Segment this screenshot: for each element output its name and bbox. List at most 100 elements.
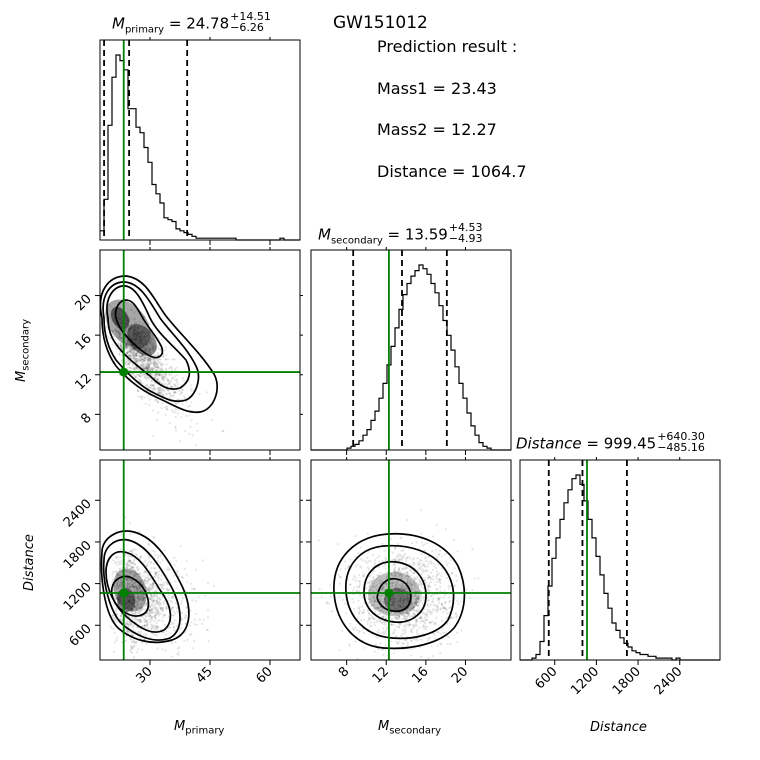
sample-point	[135, 333, 138, 336]
sample-point	[136, 352, 139, 356]
sample-point	[416, 605, 419, 608]
sample-point	[117, 594, 120, 597]
sample-point	[132, 364, 135, 367]
sample-point	[369, 574, 372, 577]
sample-point	[148, 360, 152, 363]
sample-point	[128, 559, 131, 563]
sample-point	[135, 617, 138, 620]
sample-point	[421, 611, 424, 615]
sample-point	[381, 586, 385, 589]
sample-point	[127, 621, 130, 624]
sample-point	[173, 378, 176, 381]
sample-point	[170, 608, 173, 611]
sample-point	[435, 523, 438, 526]
sample-point	[151, 388, 154, 391]
sample-point	[393, 606, 396, 610]
sample-point	[168, 367, 171, 370]
sample-point	[436, 570, 439, 573]
sample-point	[143, 356, 146, 359]
sample-point	[383, 631, 386, 634]
sample-point	[129, 564, 132, 567]
sample-point	[127, 360, 130, 363]
sample-point	[134, 641, 137, 644]
sample-point	[186, 405, 189, 408]
sample-point	[374, 599, 377, 602]
sample-point	[185, 606, 188, 609]
sample-point	[132, 317, 135, 320]
sample-point	[182, 379, 185, 382]
sample-point	[442, 610, 445, 614]
sample-point	[172, 626, 176, 629]
sample-point	[151, 348, 154, 351]
sample-point	[160, 374, 163, 377]
sample-point	[446, 635, 449, 638]
sample-point	[407, 575, 410, 578]
sample-point	[354, 535, 357, 538]
sample-point	[352, 578, 355, 581]
sample-point	[173, 383, 176, 386]
sample-point	[139, 355, 142, 358]
sample-point	[137, 602, 140, 605]
sample-point	[433, 562, 436, 565]
sample-point	[138, 597, 141, 600]
sample-point	[131, 583, 134, 586]
sample-point	[383, 690, 385, 692]
sample-point	[152, 363, 156, 366]
sample-point	[133, 590, 136, 593]
sample-point	[164, 413, 167, 416]
sample-point	[181, 597, 184, 600]
sample-point	[148, 543, 151, 546]
sample-point	[385, 582, 388, 585]
sample-point	[140, 365, 143, 368]
title-primary: Mprimary = 24.78 +14.51 −6.26	[112, 10, 271, 36]
sample-point	[130, 347, 134, 350]
density-blob	[127, 324, 157, 356]
sample-point	[405, 639, 408, 642]
sample-point	[157, 365, 160, 368]
sample-point	[142, 604, 145, 607]
sample-point	[422, 562, 425, 565]
sample-point	[134, 353, 137, 356]
sample-point	[159, 606, 162, 609]
sample-point	[155, 373, 159, 376]
sample-point	[129, 335, 132, 338]
sample-point	[357, 599, 360, 602]
sample-point	[169, 394, 172, 397]
xlabel-secondary: Msecondary	[378, 719, 442, 737]
sample-point	[418, 604, 421, 607]
sample-point	[143, 354, 146, 357]
sample-point	[403, 614, 406, 617]
sample-point	[132, 351, 136, 354]
sample-point	[444, 607, 447, 610]
sample-point	[129, 602, 133, 605]
sample-point	[117, 574, 120, 577]
sample-point	[135, 322, 138, 325]
sample-point	[129, 351, 132, 354]
sample-point	[133, 640, 136, 643]
sample-point	[143, 618, 146, 621]
sample-point	[174, 415, 177, 419]
sample-point	[382, 630, 385, 633]
sample-point	[410, 648, 413, 651]
sample-point	[129, 595, 132, 598]
sample-point	[390, 572, 393, 575]
sample-point	[154, 388, 157, 391]
sample-point	[414, 577, 417, 580]
sample-point	[174, 429, 177, 432]
sample-point	[126, 583, 130, 586]
sample-point	[423, 616, 427, 619]
sample-point	[112, 627, 115, 631]
sample-point	[131, 607, 134, 610]
sample-point	[399, 598, 402, 601]
sample-point	[161, 620, 164, 623]
sample-point	[153, 576, 156, 579]
sample-point	[401, 582, 404, 586]
sample-point	[129, 601, 132, 604]
sample-point	[139, 620, 142, 624]
sample-point	[148, 605, 151, 609]
sample-point	[439, 578, 442, 581]
sample-point	[145, 365, 148, 368]
sample-point	[133, 367, 136, 370]
sample-point	[119, 574, 122, 577]
sample-point	[143, 602, 146, 605]
